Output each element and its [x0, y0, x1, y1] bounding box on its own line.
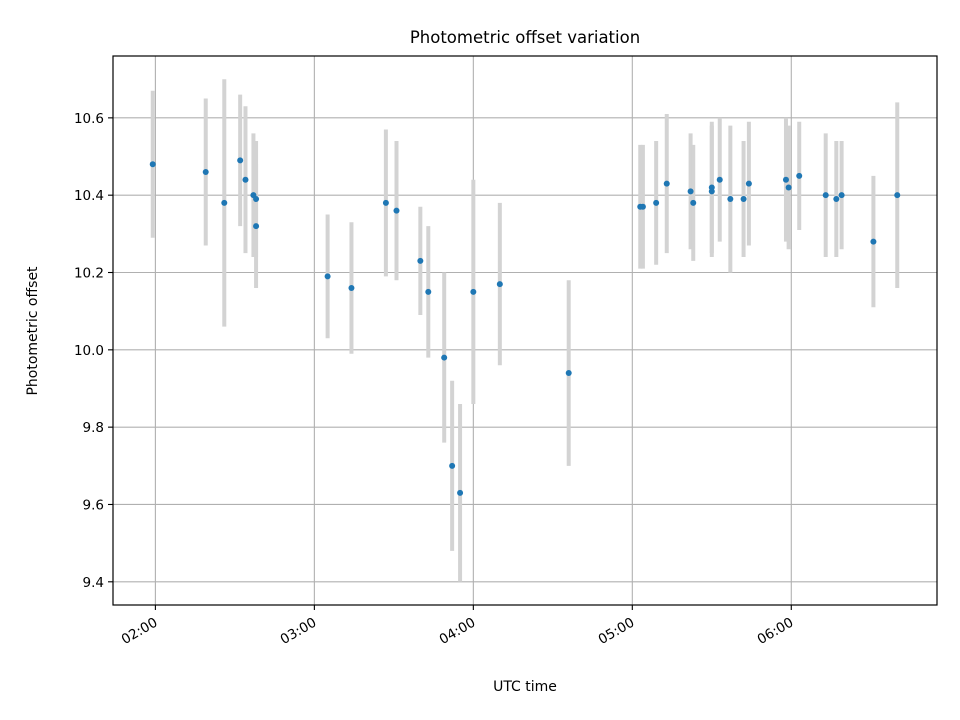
data-point: [253, 223, 260, 230]
data-point: [708, 184, 715, 191]
data-point: [417, 257, 424, 264]
data-point: [393, 207, 400, 214]
data-point: [457, 489, 464, 496]
y-axis: 9.4 9.6 9.8 10.0 10.2 10.4 10.6: [74, 111, 113, 591]
data-point: [838, 192, 845, 199]
data-point: [745, 180, 752, 187]
data-point: [727, 196, 734, 203]
data-point: [348, 284, 355, 291]
data-point: [253, 196, 260, 203]
data-point: [202, 168, 209, 175]
data-point: [822, 192, 829, 199]
data-point: [653, 199, 660, 206]
data-point: [382, 199, 389, 206]
data-point: [663, 180, 670, 187]
data-point: [221, 199, 228, 206]
data-point: [324, 273, 331, 280]
data-point: [496, 281, 503, 288]
data-point: [782, 176, 789, 183]
data-point: [690, 199, 697, 206]
data-point: [796, 172, 803, 179]
data-point: [441, 354, 448, 361]
y-tick-label: 9.4: [83, 575, 104, 591]
data-point: [894, 192, 901, 199]
y-tick-label: 10.0: [74, 343, 104, 359]
y-tick-label: 9.8: [83, 420, 104, 436]
chart-title: Photometric offset variation: [410, 28, 640, 47]
y-tick-label: 10.2: [74, 266, 104, 282]
x-axis-label: UTC time: [493, 679, 557, 695]
data-point: [740, 196, 747, 203]
y-tick-label: 10.4: [74, 188, 104, 204]
plot-frame: [112, 55, 938, 606]
data-point: [639, 203, 646, 210]
y-axis-label: Photometric offset: [25, 266, 41, 396]
data-point: [785, 184, 792, 191]
y-tick-label: 10.6: [74, 111, 104, 127]
data-point: [833, 196, 840, 203]
y-tick-label: 9.6: [83, 497, 104, 513]
data-point: [242, 176, 249, 183]
data-point: [470, 288, 477, 295]
data-point: [870, 238, 877, 245]
data-point: [716, 176, 723, 183]
grid: [113, 56, 937, 605]
data-point: [237, 157, 244, 164]
data-point: [149, 161, 156, 168]
data-point: [565, 370, 572, 377]
data-point: [687, 188, 694, 195]
data-points: [149, 157, 901, 496]
data-point: [449, 462, 456, 469]
data-point: [425, 288, 432, 295]
